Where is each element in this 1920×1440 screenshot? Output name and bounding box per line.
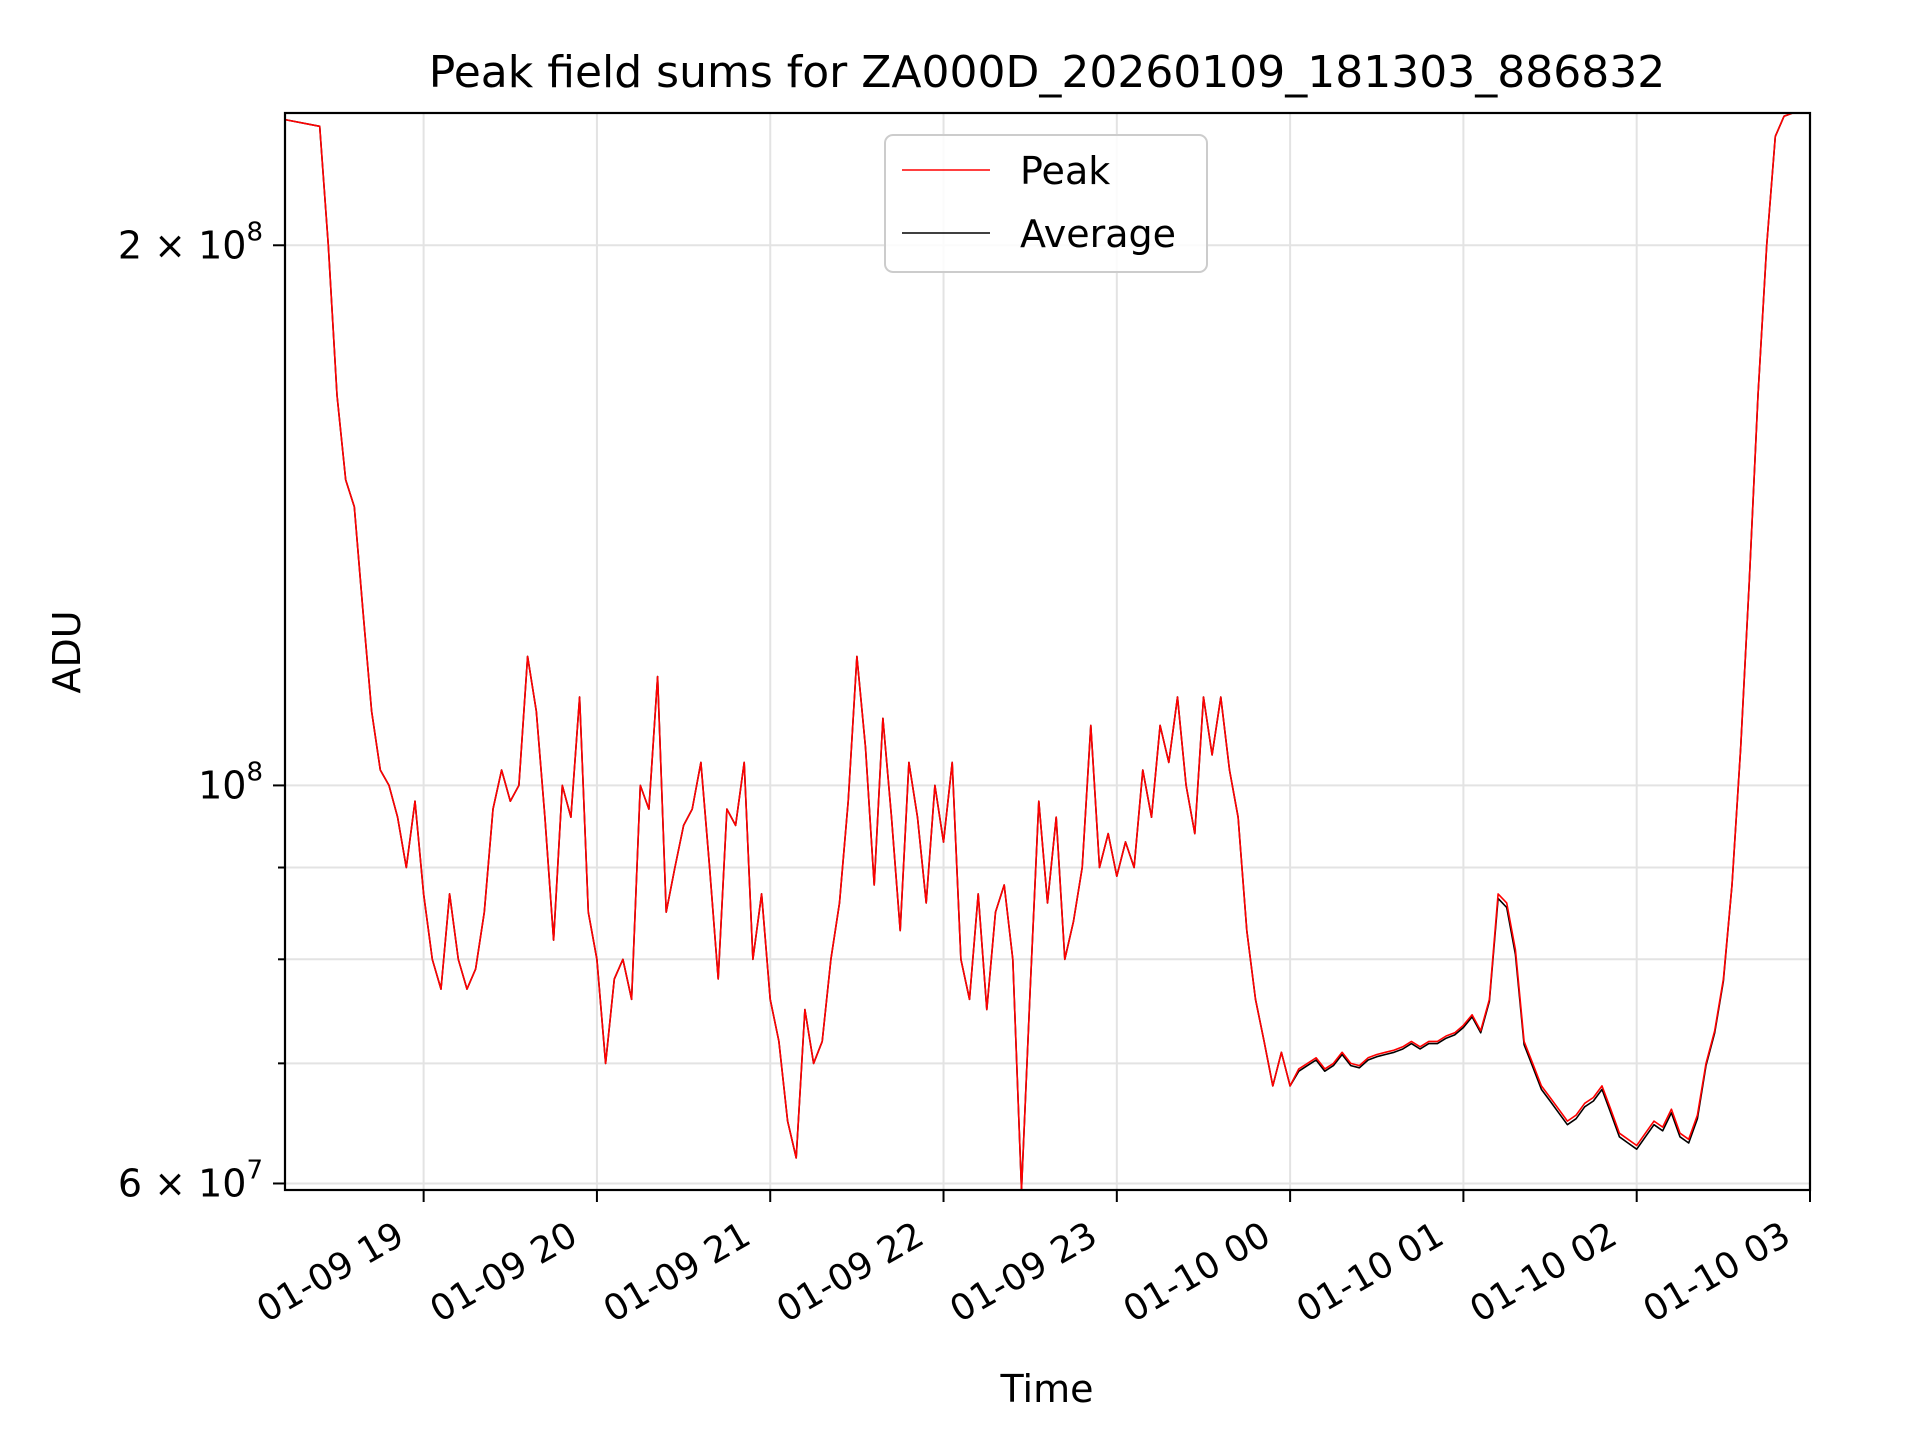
series-line-peak — [284, 112, 1793, 1191]
x-axis-label: Time — [1000, 1367, 1094, 1411]
legend: Peak Average — [884, 134, 1208, 273]
y-tick-label-200000000: 2 × 108 — [118, 217, 263, 267]
y-axis-label: ADU — [45, 610, 89, 693]
legend-label-average: Average — [1020, 212, 1176, 256]
y-tick-label-60000000: 6 × 107 — [118, 1155, 263, 1205]
series-lines — [284, 112, 1793, 1191]
plot-frame — [283, 111, 1812, 1192]
legend-label-peak: Peak — [1020, 149, 1110, 193]
chart-title: Peak field sums for ZA000D_20260109_1813… — [429, 47, 1665, 98]
